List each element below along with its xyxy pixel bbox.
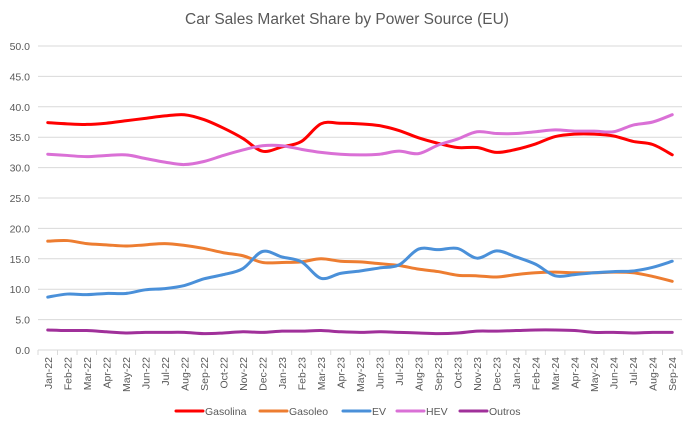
x-tick-label: Apr-24 bbox=[570, 357, 582, 389]
y-tick-label: 25.0 bbox=[10, 193, 31, 205]
y-axis: 0.0 5.0 10.0 15.0 20.0 25.0 30.0 35.0 40.0 45.0 50… bbox=[10, 41, 31, 357]
x-tick-label: Jan-24 bbox=[511, 357, 523, 389]
x-tick-label: Aug-22 bbox=[179, 357, 191, 391]
x-tick-label: Dec-22 bbox=[257, 357, 269, 391]
x-axis: Jan-22 Feb-22 Mar-22 Apr-22 May-22 Jun-22 Jul-… bbox=[37, 350, 683, 392]
y-tick-label: 35.0 bbox=[10, 132, 31, 144]
y-tick-label: 45.0 bbox=[10, 71, 31, 83]
x-tick-label: Aug-23 bbox=[414, 357, 426, 391]
x-tick-label: May-23 bbox=[355, 357, 367, 392]
y-tick-label: 10.0 bbox=[10, 284, 31, 296]
legend-label: Gasolina bbox=[205, 406, 247, 418]
x-tick-label: Mar-23 bbox=[316, 357, 328, 390]
legend-item-hev[interactable]: HEV bbox=[395, 406, 448, 418]
legend: Gasolina Gasoleo EV HEV Outros bbox=[174, 406, 521, 418]
x-tick-label: Oct-23 bbox=[453, 357, 465, 389]
x-tick-label: Jun-23 bbox=[375, 357, 387, 389]
x-tick-label: Apr-23 bbox=[335, 357, 347, 389]
x-tick-label: Jul-23 bbox=[394, 357, 406, 386]
x-tick-label: Nov-22 bbox=[238, 357, 250, 391]
x-tick-label: Jul-22 bbox=[160, 357, 172, 386]
legend-item-outros[interactable]: Outros bbox=[458, 406, 521, 418]
legend-label: Outros bbox=[489, 406, 521, 418]
y-tick-label: 5.0 bbox=[15, 315, 30, 327]
series-outros bbox=[46, 328, 674, 336]
x-tick-label: Oct-22 bbox=[218, 357, 230, 389]
series-ev bbox=[46, 246, 674, 299]
x-tick-label: Jun-22 bbox=[140, 357, 152, 389]
x-tick-label: Jun-24 bbox=[609, 357, 621, 389]
x-tick-label: Sep-23 bbox=[433, 357, 445, 391]
x-tick-label: May-24 bbox=[589, 357, 601, 392]
x-tick-label: Feb-24 bbox=[531, 357, 543, 390]
x-tick-label: Jan-22 bbox=[43, 357, 55, 389]
y-tick-label: 0.0 bbox=[15, 345, 30, 357]
x-tick-label: Aug-24 bbox=[648, 357, 660, 391]
x-tick-label: Nov-23 bbox=[472, 357, 484, 391]
series-line-ev bbox=[46, 246, 674, 299]
y-tick-label: 30.0 bbox=[10, 163, 31, 175]
series-line-outros bbox=[46, 328, 674, 336]
x-tick-label: Apr-22 bbox=[101, 357, 113, 389]
legend-item-ev[interactable]: EV bbox=[341, 406, 386, 418]
legend-item-gasoleo[interactable]: Gasoleo bbox=[258, 406, 328, 418]
series-line-gasolina bbox=[46, 113, 674, 157]
y-tick-label: 20.0 bbox=[10, 223, 31, 235]
legend-item-gasolina[interactable]: Gasolina bbox=[174, 406, 247, 418]
series-line-hev bbox=[46, 113, 674, 167]
legend-label: HEV bbox=[426, 406, 448, 418]
gridlines bbox=[38, 45, 682, 351]
x-tick-label: Jan-23 bbox=[277, 357, 289, 389]
y-tick-label: 15.0 bbox=[10, 254, 31, 266]
series-hev bbox=[46, 113, 674, 167]
legend-label: Gasoleo bbox=[289, 406, 328, 418]
x-tick-label: Dec-23 bbox=[492, 357, 504, 391]
y-tick-label: 40.0 bbox=[10, 102, 31, 114]
series-gasoleo bbox=[46, 238, 674, 283]
x-tick-label: Mar-24 bbox=[550, 357, 562, 390]
series-lines bbox=[46, 113, 674, 336]
x-tick-label: Mar-22 bbox=[82, 357, 94, 390]
series-line-gasoleo bbox=[46, 238, 674, 283]
x-tick-label: Feb-22 bbox=[62, 357, 74, 390]
x-tick-label: Sep-24 bbox=[667, 357, 679, 391]
x-tick-label: Sep-22 bbox=[199, 357, 211, 391]
y-tick-label: 50.0 bbox=[10, 41, 31, 53]
chart-title: Car Sales Market Share by Power Source (… bbox=[185, 11, 509, 28]
x-tick-label: Jul-24 bbox=[628, 357, 640, 386]
series-gasolina bbox=[46, 113, 674, 157]
x-tick-label: Feb-23 bbox=[296, 357, 308, 390]
x-tick-label: May-22 bbox=[121, 357, 133, 392]
legend-label: EV bbox=[372, 406, 386, 418]
